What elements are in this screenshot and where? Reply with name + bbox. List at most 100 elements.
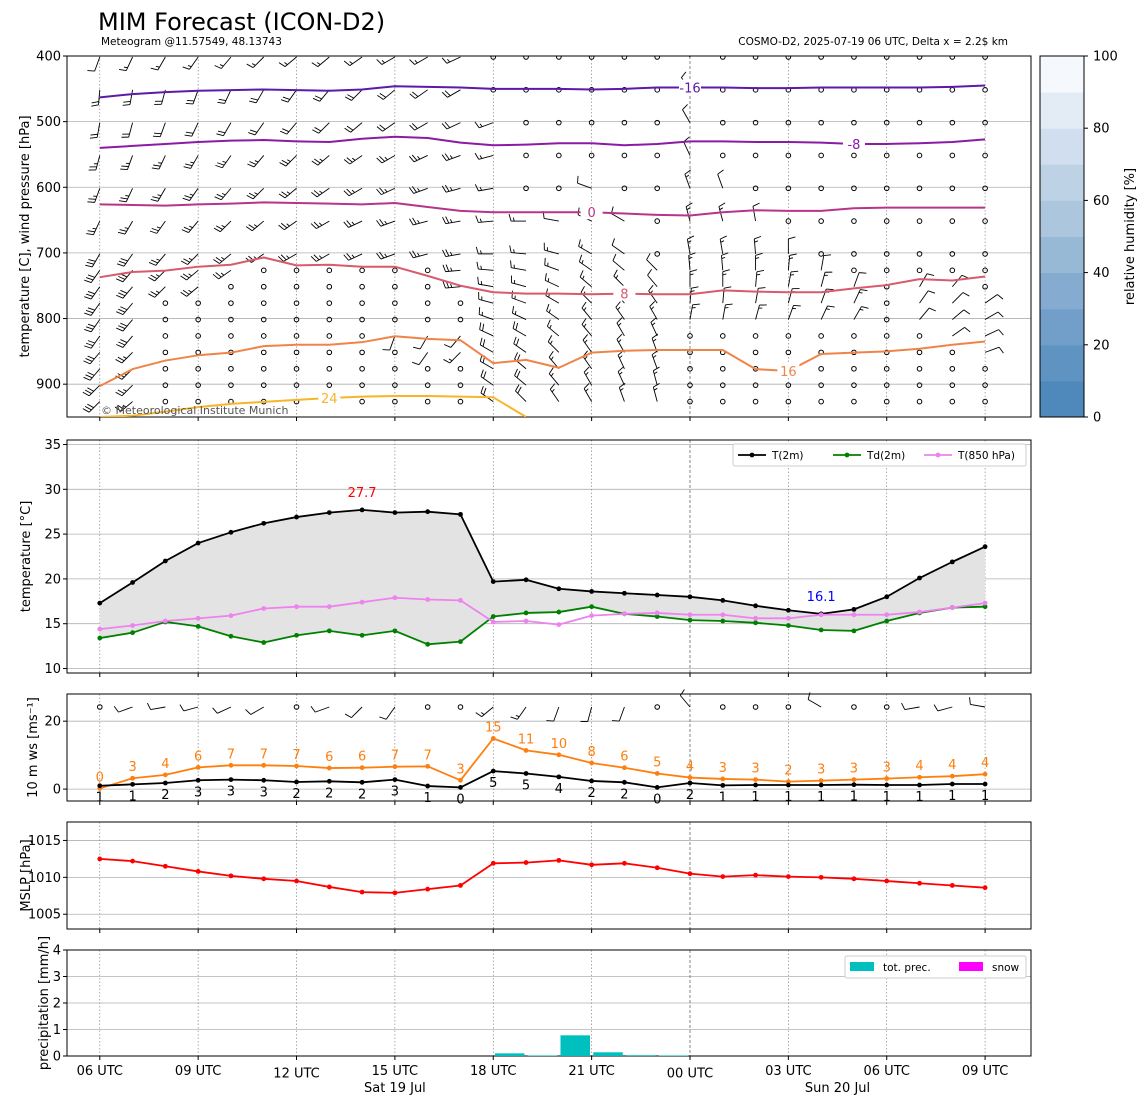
upper-wind-barb (581, 324, 592, 337)
surface-wind-barb-flag (113, 705, 119, 713)
upper-wind-barb-calm (424, 267, 431, 274)
upper-wind-barb-flag (826, 288, 834, 291)
upper-wind-barb (479, 313, 494, 320)
series-line-1 (99, 605, 986, 646)
wind-point (949, 781, 955, 787)
upper-wind-barb-calm (359, 382, 365, 388)
upper-wind-barb-calm (949, 251, 956, 257)
colorbar-level (1040, 56, 1084, 93)
upper-wind-barb-flag (91, 101, 99, 104)
upper-wind-barb (94, 56, 101, 72)
upper-wind-barb-flag (249, 129, 258, 133)
upper-wind-barb-calm (785, 185, 792, 192)
upper-wind-barb-flag (442, 281, 446, 289)
wind-value-label: 0 (653, 792, 661, 807)
upper-wind-barb-flag (186, 99, 195, 102)
upper-wind-barb-flag (444, 153, 450, 160)
upper-wind-barb-flag (412, 250, 417, 258)
upper-wind-barb-calm (359, 283, 365, 290)
isotherm-group: -16 -8 0 8 16 24 (99, 79, 986, 417)
upper-wind-barb-calm (424, 365, 431, 372)
upper-wind-barb-calm (228, 300, 234, 306)
upper-wind-barb-calm (588, 152, 595, 159)
y-tick-label: 3 (53, 970, 61, 985)
mslp-point (523, 860, 529, 865)
upper-wind-barb-flag (286, 223, 290, 227)
surface-wind-barb-calm (785, 704, 792, 710)
mslp-point (884, 878, 890, 884)
data-point (622, 611, 627, 617)
upper-wind-barb-flag (116, 311, 124, 316)
upper-wind-barb (381, 187, 396, 196)
upper-wind-barb-flag (82, 391, 90, 397)
upper-wind-barb-flag (445, 216, 450, 224)
upper-wind-barb-flag (687, 240, 692, 243)
upper-wind-barb-flag (344, 127, 351, 133)
isotherm-label-bg (318, 389, 341, 405)
upper-wind-barb-calm (851, 382, 857, 388)
colorbar-level (1040, 344, 1084, 382)
temperature-panel: 10 15 20 25 30 35 temperature [°C] 27.7 16.1 T(2m… (19, 438, 1032, 677)
panel-frame (66, 439, 1032, 674)
upper-wind-barb-flag (827, 305, 835, 308)
upper-wind-barb-calm (916, 185, 923, 192)
upper-wind-barb-calm (162, 316, 169, 323)
upper-wind-barb-calm (752, 152, 759, 159)
upper-wind-barb-flag (692, 303, 700, 306)
upper-wind-barb-flag (682, 104, 688, 110)
upper-wind-barb-flag (512, 305, 515, 314)
upper-wind-barb-flag (650, 306, 655, 310)
upper-wind-barb-calm (424, 283, 431, 290)
upper-wind-barb-calm (883, 56, 890, 60)
upper-wind-barb-calm (982, 365, 988, 372)
surface-wind-barb-flag (510, 716, 518, 720)
upper-wind-barb-flag (417, 188, 420, 192)
upper-wind-barb (787, 271, 792, 287)
upper-wind-barb-flag (155, 290, 160, 294)
upper-wind-barb-flag (189, 225, 193, 229)
upper-wind-barb-flag (116, 263, 125, 267)
upper-wind-barb-flag (313, 158, 321, 164)
upper-wind-barb-flag (690, 290, 695, 292)
upper-wind-barb-flag (245, 226, 253, 232)
upper-wind-barb (159, 122, 166, 137)
upper-wind-barb-flag (116, 327, 124, 332)
upper-wind-barb (952, 326, 965, 337)
data-point (753, 620, 758, 626)
upper-wind-barb-flag (725, 303, 733, 306)
upper-wind-barb-calm (228, 365, 234, 372)
upper-wind-barb-flag (474, 121, 480, 129)
upper-wind-barb-flag (312, 129, 319, 134)
upper-wind-barb-flag (859, 272, 867, 274)
wind-point (425, 763, 431, 769)
upper-wind-barb-flag (752, 202, 760, 207)
wind-value-label: 1 (817, 790, 825, 805)
upper-wind-barb-flag (756, 273, 761, 276)
upper-wind-barb-flag (550, 372, 554, 377)
upper-wind-barb-flag (87, 387, 94, 392)
wind-point (556, 774, 562, 780)
upper-wind-barb-flag (613, 269, 618, 277)
upper-wind-barb-calm (883, 267, 890, 274)
upper-wind-barb-flag (148, 293, 155, 298)
surface-wind-barb (183, 706, 199, 712)
upper-wind-barb-flag (379, 124, 386, 130)
data-point (851, 612, 857, 618)
upper-wind-barb (652, 370, 658, 386)
precip-bar (560, 1035, 590, 1056)
y-axis-label: 10 m ws [ms⁻¹] (26, 697, 41, 798)
upper-wind-barb (583, 371, 593, 386)
upper-wind-barb-flag (721, 256, 726, 259)
upper-wind-barb-flag (118, 200, 127, 203)
upper-wind-barb-calm (326, 349, 333, 356)
upper-wind-barb-flag (115, 391, 123, 397)
upper-wind-barb (253, 155, 265, 168)
upper-wind-barb-flag (478, 307, 481, 315)
wind-value-label: 8 (587, 745, 595, 760)
upper-wind-barb-flag (349, 61, 353, 65)
upper-wind-barb-calm (916, 119, 923, 126)
data-point (261, 606, 267, 611)
upper-wind-barb (479, 122, 494, 129)
upper-wind-barb-flag (411, 186, 417, 193)
